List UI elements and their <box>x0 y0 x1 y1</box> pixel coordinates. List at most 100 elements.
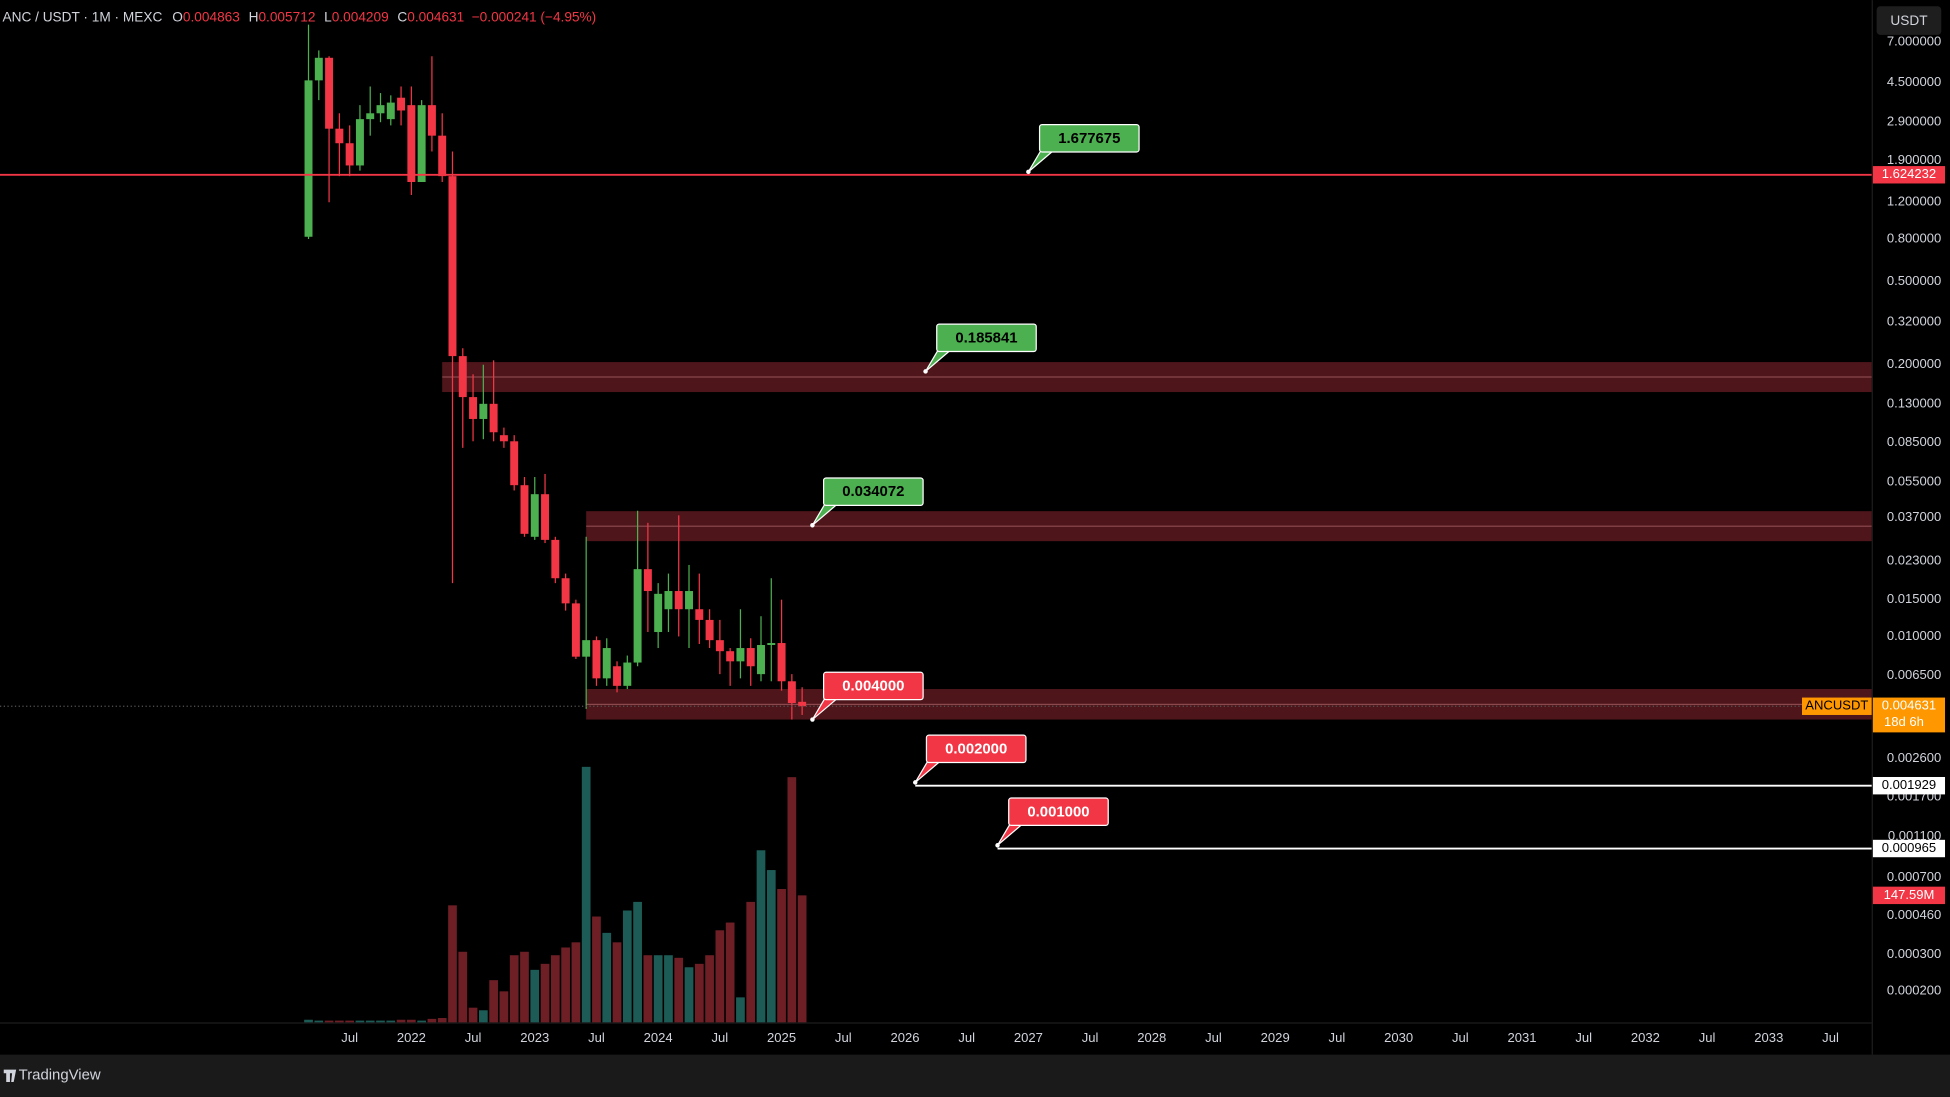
volume-bar <box>664 955 673 1023</box>
callout-anchor <box>923 369 928 374</box>
candle-body <box>674 591 683 610</box>
callout-box <box>925 734 1027 764</box>
y-tick-label: 0.023000 <box>1887 552 1941 567</box>
y-tick-label: 0.055000 <box>1887 473 1941 488</box>
candle-body <box>757 645 765 675</box>
callout-label: 0.001000 <box>1027 803 1089 820</box>
y-tick-label: 0.800000 <box>1887 230 1941 245</box>
volume-bar <box>386 1020 396 1023</box>
brand-logo[interactable] <box>3 1069 17 1083</box>
header: ANC / USDT · 1M · MEXC O0.004863 H0.005712… <box>2 9 596 24</box>
x-tick-label: Jul <box>1575 1030 1592 1045</box>
candle-body <box>582 640 591 657</box>
candle-body <box>551 539 560 579</box>
ohlc-key: O <box>172 9 183 24</box>
volume-bar <box>602 932 612 1023</box>
last-price-bg <box>1872 697 1946 733</box>
line-price-label: 0.001929 <box>1882 777 1936 792</box>
candle-body <box>530 494 539 537</box>
symbol: ANC / USDT · 1M · MEXC <box>2 9 162 24</box>
volume-bar <box>427 1018 437 1023</box>
symbol-tag-bg <box>1802 697 1872 715</box>
volume-bar <box>705 955 714 1023</box>
x-tick-label: 2028 <box>1137 1030 1166 1045</box>
volume-bar <box>530 969 540 1023</box>
x-tick-label: Jul <box>1452 1030 1469 1045</box>
callout-label: 0.004000 <box>842 678 904 695</box>
y-tick-label: 1.900000 <box>1887 152 1941 167</box>
candle-body <box>499 435 508 442</box>
candle-body <box>541 494 550 540</box>
x-tick-label: 2029 <box>1261 1030 1290 1045</box>
y-tick-label: 0.000300 <box>1887 946 1941 961</box>
volume-bar <box>694 963 704 1023</box>
volume-bar <box>622 910 632 1023</box>
volume-bar <box>520 951 529 1023</box>
currency-label[interactable]: USDT <box>1890 13 1928 28</box>
volume-bar <box>715 930 725 1023</box>
volume-label-bg <box>1872 886 1946 905</box>
volume-bar <box>684 967 694 1023</box>
x-tick-label: 2025 <box>767 1030 796 1045</box>
x-tick-label: 2026 <box>890 1030 919 1045</box>
y-tick-label: 0.130000 <box>1887 395 1941 410</box>
candle-body <box>479 403 488 419</box>
candle-body <box>345 143 354 166</box>
candle-body <box>458 356 467 398</box>
line-price-label: 1.624232 <box>1882 166 1936 181</box>
volume-bar <box>335 1020 344 1023</box>
y-tick-label: 0.015000 <box>1887 591 1941 606</box>
candle-body <box>417 105 426 182</box>
candle-body <box>685 591 693 610</box>
candle-body <box>469 397 478 419</box>
x-tick-label: 2031 <box>1507 1030 1536 1045</box>
callout-box <box>822 477 924 506</box>
plot: 7.000000 4.500000 2.900000 1.900000 1.200000… <box>304 24 1941 1045</box>
x-tick-label: Jul <box>958 1030 975 1045</box>
volume-bar <box>787 777 797 1023</box>
volume-bar <box>540 963 550 1023</box>
currency-button[interactable] <box>1876 6 1942 35</box>
volume-bar <box>345 1020 355 1023</box>
volume-bar <box>674 957 684 1023</box>
line-price-label-bg <box>1872 166 1946 184</box>
callout-box <box>936 323 1037 353</box>
candle-body <box>715 640 724 652</box>
volume-bar <box>304 1019 313 1023</box>
candle-body <box>592 640 601 679</box>
candle-body <box>664 591 673 610</box>
change: −0.000241 (−4.95%) <box>472 9 597 24</box>
ohlc-key: H <box>249 9 259 24</box>
countdown: 18d 6h <box>1884 714 1924 729</box>
y-tick-label: 0.500000 <box>1887 273 1941 288</box>
volume-bar <box>797 895 807 1023</box>
x-tick-label: 2022 <box>397 1030 426 1045</box>
x-tick-label: 2032 <box>1631 1030 1660 1045</box>
candle-body <box>654 593 663 633</box>
candle-body <box>335 128 344 144</box>
callout-anchor <box>810 523 815 528</box>
volume-bar <box>417 1020 426 1023</box>
candle-body <box>798 701 807 707</box>
candle-body <box>355 119 364 166</box>
callout-anchor <box>1026 169 1031 175</box>
brand[interactable]: TradingView <box>19 1067 101 1084</box>
volume-bar <box>448 905 457 1023</box>
x-tick-label: Jul <box>1822 1030 1839 1045</box>
candle-body <box>520 485 529 534</box>
volume-bar <box>406 1019 416 1023</box>
volume-bar <box>437 1018 447 1023</box>
volume-bar <box>581 766 591 1023</box>
volume-bar <box>777 888 786 1023</box>
y-tick-label: 1.200000 <box>1887 194 1941 209</box>
y-tick-label: 0.006500 <box>1887 667 1941 682</box>
last-price: 0.004631 <box>1882 698 1936 713</box>
x-tick-label: Jul <box>1329 1030 1346 1045</box>
candle-body <box>561 578 570 604</box>
ohlc-value: 0.005712 <box>258 9 315 24</box>
